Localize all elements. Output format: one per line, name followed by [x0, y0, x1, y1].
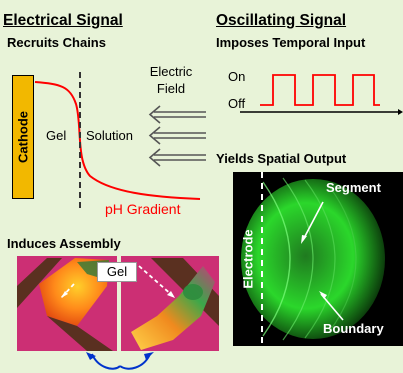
- oscillating-signal-heading: Oscillating Signal: [216, 12, 347, 29]
- ph-gradient-label: pH Gradient: [105, 201, 181, 217]
- assembly-transition-arrows: [86, 352, 154, 370]
- induces-assembly-subheading: Induces Assembly: [7, 236, 121, 251]
- gel-formation-diagram: [34, 72, 206, 212]
- on-label: On: [228, 69, 246, 84]
- assembly-photo-after: [121, 256, 219, 351]
- field-label: Field: [156, 81, 186, 96]
- electrical-signal-heading: Electrical Signal: [3, 12, 123, 29]
- fluorescence-image: [233, 172, 403, 346]
- off-label: Off: [228, 96, 246, 111]
- gel-label: Gel: [46, 128, 67, 143]
- recruits-chains-subheading: Recruits Chains: [7, 35, 106, 50]
- electric-label: Electric: [149, 64, 193, 79]
- electric-field-arrows: [148, 105, 206, 167]
- segment-label: Segment: [326, 180, 381, 195]
- gel-tag-label: Gel: [106, 264, 128, 279]
- boundary-label: Boundary: [323, 321, 384, 336]
- spatial-output-subheading: Yields Spatial Output: [216, 151, 347, 166]
- gel-tag-box: [97, 262, 137, 282]
- cathode-block: [12, 75, 34, 199]
- ph-gradient-curve: [34, 81, 201, 200]
- square-wave-pulse: [260, 74, 380, 106]
- temporal-input-subheading: Imposes Temporal Input: [216, 35, 366, 50]
- square-wave-plot: [240, 74, 403, 115]
- electrode-label: Electrode: [240, 229, 256, 289]
- solution-label: Solution: [86, 128, 133, 143]
